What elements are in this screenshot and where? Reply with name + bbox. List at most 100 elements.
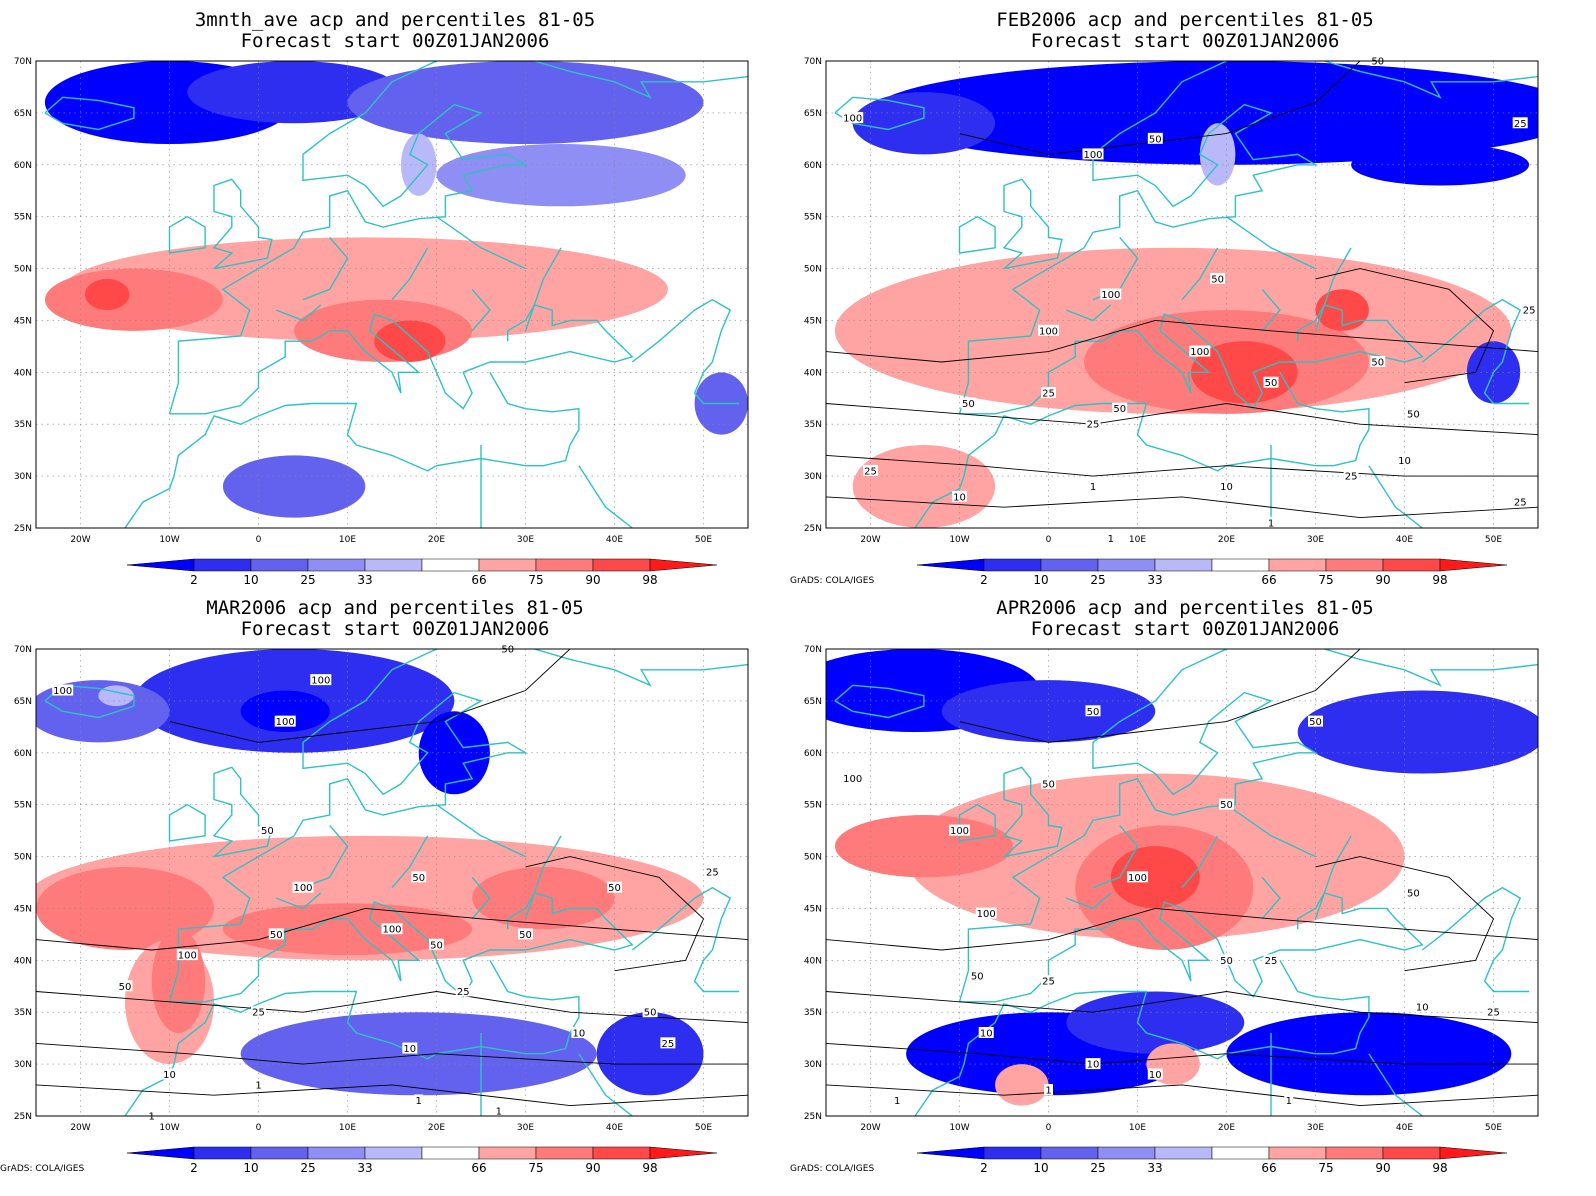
shaded-region bbox=[834, 815, 1013, 878]
contour-label: 10 bbox=[402, 1042, 418, 1055]
coastline bbox=[1066, 304, 1112, 322]
lat-tick-label: 30N bbox=[804, 1060, 822, 1070]
colorbar-segment bbox=[193, 558, 252, 572]
colorbar-arrow-right bbox=[649, 558, 718, 572]
panel-subtitle: Forecast start 00Z01JAN2006 bbox=[1030, 30, 1340, 52]
contour-label-bg bbox=[411, 871, 427, 883]
contour-label: 50 bbox=[1085, 705, 1101, 718]
contour-line bbox=[36, 1042, 748, 1065]
contour-label: 100 bbox=[292, 881, 314, 894]
lat-tick-label: 30N bbox=[14, 1060, 32, 1070]
coastline bbox=[471, 876, 491, 920]
shaded-region bbox=[852, 92, 996, 155]
contour-label: 10 bbox=[952, 490, 967, 503]
contour-label: 1 bbox=[892, 1094, 902, 1107]
coastlines bbox=[44, 61, 748, 528]
contour-label-bg bbox=[268, 928, 284, 940]
contour-label-bg bbox=[1038, 324, 1059, 336]
coastline bbox=[471, 288, 491, 332]
lon-tick-label: 0 bbox=[256, 1123, 262, 1133]
colorbar-label: 66 bbox=[471, 1161, 486, 1175]
contour-label: 100 bbox=[949, 824, 970, 837]
lat-tick-label: 55N bbox=[14, 801, 32, 811]
lon-tick-label: 50E bbox=[1485, 1123, 1502, 1133]
contour-label: 50 bbox=[969, 969, 985, 982]
lat-tick-label: 40N bbox=[14, 956, 32, 966]
contour-label-text: 25 bbox=[662, 1039, 675, 1050]
colorbar-segment bbox=[1040, 1146, 1099, 1160]
colorbar: 2 10 25 33 66 75 90 98 bbox=[126, 1146, 718, 1175]
contour-label: 100 bbox=[975, 907, 997, 920]
colorbar-label: 2 bbox=[980, 1161, 988, 1175]
contour-label-bg bbox=[251, 1006, 266, 1018]
lat-tick-label: 50N bbox=[804, 265, 822, 275]
lat-tick-label: 70N bbox=[14, 57, 32, 67]
contour-label: 50 bbox=[1370, 355, 1386, 368]
contour-line bbox=[826, 1042, 1538, 1065]
contour-label-bg bbox=[863, 464, 878, 476]
contour-label: 10 bbox=[1085, 1058, 1101, 1071]
colorbar-segment bbox=[307, 1146, 366, 1160]
panel-title: APR2006 acp and percentiles 81-05 bbox=[996, 597, 1374, 619]
grads-credit: GrADS: COLA/IGES bbox=[0, 1164, 85, 1174]
coastline bbox=[1261, 288, 1281, 332]
contour-label-bg bbox=[1085, 418, 1101, 430]
shaded-region bbox=[941, 680, 1156, 743]
shaded-region bbox=[1066, 991, 1245, 1054]
coastline bbox=[1368, 1053, 1423, 1116]
contour-label-bg bbox=[1512, 117, 1528, 129]
colorbar-label: 33 bbox=[357, 573, 372, 587]
lon-tick-label: 10E bbox=[339, 535, 356, 545]
contour-label: 10 bbox=[978, 1026, 994, 1039]
contour-label: 25 bbox=[660, 1037, 676, 1050]
contour-label-text: 50 bbox=[1042, 779, 1055, 790]
contour-label-text: 50 bbox=[1309, 717, 1322, 728]
coastline bbox=[212, 178, 273, 270]
contour-label-text: 100 bbox=[843, 774, 862, 785]
contour-label-text: 50 bbox=[119, 982, 132, 993]
contour-label-bg bbox=[254, 1078, 263, 1090]
coastline bbox=[958, 61, 1538, 414]
contour-label-bg bbox=[1219, 798, 1234, 810]
contour-label-bg bbox=[1397, 454, 1412, 466]
colorbar-segment bbox=[1382, 1146, 1441, 1160]
contour-label: 50 bbox=[1308, 715, 1323, 728]
shaded-region bbox=[995, 1064, 1049, 1106]
contour-label-text: 50 bbox=[270, 930, 283, 941]
contour-label-bg bbox=[1263, 954, 1279, 966]
shaded-region bbox=[436, 144, 686, 207]
contour-label-text: 50 bbox=[519, 930, 532, 941]
contour-label-text: 10 bbox=[1220, 482, 1233, 493]
lat-tick-label: 65N bbox=[14, 109, 32, 119]
coastline bbox=[436, 216, 526, 270]
coastline bbox=[124, 959, 580, 1116]
lon-tick-label: 10W bbox=[159, 535, 179, 545]
lat-tick-label: 25N bbox=[804, 1112, 822, 1122]
lat-tick-label: 55N bbox=[804, 801, 822, 811]
colorbar-label: 75 bbox=[1318, 1161, 1333, 1175]
contour-label-bg bbox=[1405, 886, 1421, 898]
colorbar-segment bbox=[1268, 1146, 1327, 1160]
coastline bbox=[1092, 824, 1139, 889]
contour-label-text: 25 bbox=[457, 987, 470, 998]
lon-tick-label: 40E bbox=[606, 535, 623, 545]
contour-label-bg bbox=[455, 985, 471, 997]
lat-tick-label: 45N bbox=[14, 316, 32, 326]
contour-label-bg bbox=[117, 980, 133, 992]
shaded-region bbox=[222, 455, 366, 518]
coastline bbox=[1226, 216, 1316, 270]
plot-frame bbox=[825, 648, 1539, 1117]
lat-tick-label: 25N bbox=[804, 524, 822, 534]
contour-label-bg bbox=[414, 1094, 424, 1106]
panel-title: MAR2006 acp and percentiles 81-05 bbox=[206, 597, 584, 619]
lon-tick-label: 50E bbox=[695, 1123, 712, 1133]
contour-label-bg bbox=[1219, 954, 1234, 966]
contour-label-text: 10 bbox=[1149, 1070, 1162, 1081]
colorbar-segment bbox=[983, 1146, 1042, 1160]
coastline bbox=[1226, 804, 1316, 858]
contour-label-bg bbox=[402, 1042, 418, 1054]
contour-label-text: 10 bbox=[573, 1028, 586, 1039]
contour-label: 25 bbox=[455, 985, 471, 998]
contour-line bbox=[1315, 856, 1495, 972]
